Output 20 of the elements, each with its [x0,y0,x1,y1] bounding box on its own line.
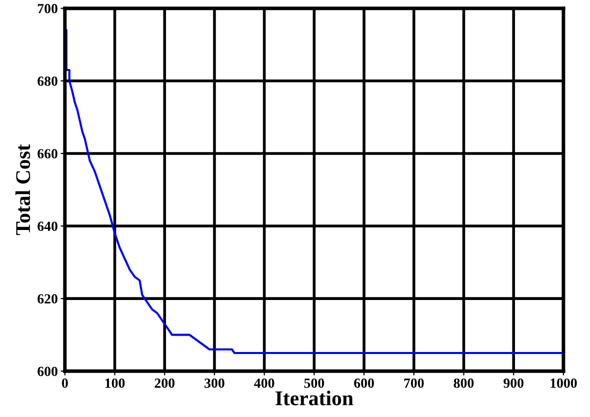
y-axis-title: Total Cost [15,144,30,236]
x-axis-title: Iteration [276,390,354,406]
x-tick-label: 300 [204,378,224,388]
x-tick-label: 100 [105,378,125,388]
x-tick-label: 900 [504,378,524,388]
x-tick-label: 700 [404,378,424,388]
x-tick-label: 200 [154,378,174,388]
y-tick-label: 620 [38,294,58,304]
y-tick-label: 600 [38,366,58,376]
x-tick-label: 1000 [550,378,577,388]
x-tick-label: 400 [254,378,274,388]
x-tick-label: 800 [454,378,474,388]
x-tick-label: 600 [354,378,374,388]
x-tick-label: 500 [304,378,324,388]
y-tick-label: 700 [38,4,58,14]
y-tick-label: 680 [38,76,58,86]
line-series [64,29,564,354]
y-tick-label: 660 [38,149,58,158]
x-tick-label: 0 [62,378,68,388]
y-tick-label: 640 [38,222,58,231]
